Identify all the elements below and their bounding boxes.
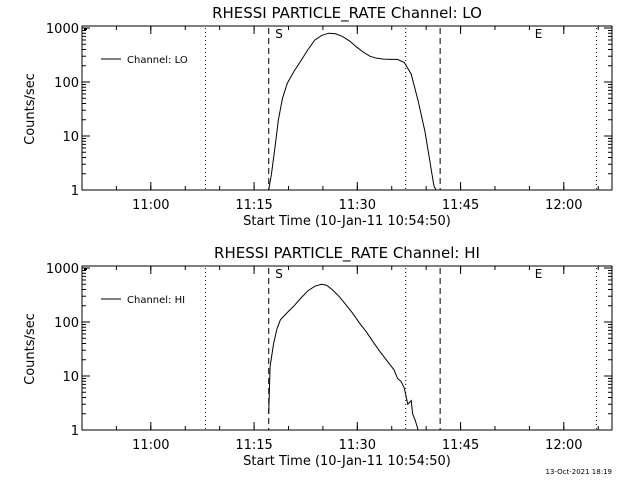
- y-tick-label: 100: [54, 76, 79, 91]
- y-axis-label: Counts/sec: [23, 73, 38, 145]
- footer-timestamp: 13-Oct-2021 18:19: [546, 468, 612, 476]
- legend-label: Channel: HI: [127, 295, 185, 306]
- y-tick-label: 1000: [46, 262, 79, 277]
- end-marker-label: E: [535, 27, 543, 41]
- y-tick-label: 10: [62, 130, 79, 145]
- y-tick-label: 10: [62, 370, 79, 385]
- plot-frame: [81, 265, 613, 431]
- y-axis-label: Counts/sec: [23, 313, 38, 385]
- x-axis-label: Start Time (10-Jan-11 10:54:50): [243, 214, 451, 229]
- x-tick-label: 11:00: [132, 438, 169, 453]
- panel-lo: RHESSI PARTICLE_RATE Channel: LO 1 10 100 10…: [23, 4, 613, 229]
- chart-title: RHESSI PARTICLE_RATE Channel: HI: [214, 244, 480, 263]
- x-tick-label: 11:00: [132, 198, 169, 213]
- x-tick-label: 11:15: [235, 198, 272, 213]
- x-tick-label: 11:30: [339, 438, 376, 453]
- x-tick-label: 11:15: [235, 438, 272, 453]
- x-tick-label: 11:30: [339, 198, 376, 213]
- y-tick-label: 1: [71, 424, 79, 439]
- y-tick-label: 1000: [46, 22, 79, 37]
- start-marker-label: S: [275, 27, 283, 41]
- plot-frame: [81, 25, 613, 191]
- start-marker-label: S: [275, 267, 283, 281]
- panel-hi: RHESSI PARTICLE_RATE Channel: HI 1 10 100 10…: [23, 244, 613, 469]
- x-tick-label: 12:00: [545, 438, 582, 453]
- chart-title: RHESSI PARTICLE_RATE Channel: LO: [212, 4, 482, 23]
- x-tick-label: 12:00: [545, 198, 582, 213]
- x-tick-label: 11:45: [442, 198, 479, 213]
- y-tick-label: 1: [71, 184, 79, 199]
- x-axis-label: Start Time (10-Jan-11 10:54:50): [243, 454, 451, 469]
- x-tick-label: 11:45: [442, 438, 479, 453]
- legend-label: Channel: LO: [127, 55, 188, 66]
- end-marker-label: E: [535, 267, 543, 281]
- y-tick-label: 100: [54, 316, 79, 331]
- series-line: [268, 32, 437, 191]
- series-line: [268, 283, 419, 431]
